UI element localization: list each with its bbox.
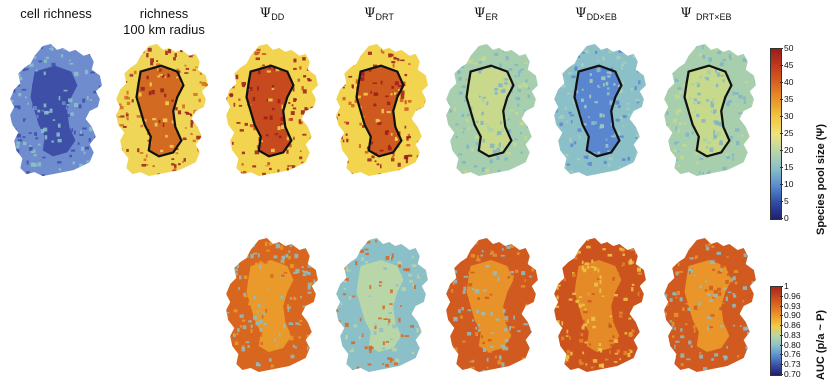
colorbar-species-pool-tick: 5 xyxy=(780,196,789,206)
map-top-drteb xyxy=(664,43,756,177)
colorbar-species-pool-tick: 45 xyxy=(779,60,794,70)
colorbar-species-pool-label: Species pool size (Ψ) xyxy=(815,124,827,235)
map-top-ddeb xyxy=(554,43,646,177)
colorbar-species-pool-tick: 50 xyxy=(779,43,794,53)
title-psi-er: ΨER xyxy=(474,6,498,22)
region-outline xyxy=(245,64,295,158)
map-bottom-dd xyxy=(226,238,318,372)
colorbar-species-pool xyxy=(770,48,782,220)
colorbar-species-pool-tick: 30 xyxy=(779,111,794,121)
colorbar-auc-tick: 0.76 xyxy=(780,349,801,360)
title-psi-dd-eb: ΨDD×EB xyxy=(575,6,617,22)
colorbar-auc-tick: 0.80 xyxy=(780,339,801,350)
title-cell-richness: cell richness xyxy=(20,6,92,21)
title-psi-drt-eb: Ψ DRT×EB xyxy=(680,6,732,22)
region-outline xyxy=(355,64,405,158)
map-bottom-ddeb xyxy=(554,238,646,372)
colorbar-auc-tick: 0.83 xyxy=(780,329,801,340)
region-outline xyxy=(135,64,185,158)
colorbar-species-pool-tick: 40 xyxy=(779,77,794,87)
colorbar-auc-tick: 0.73 xyxy=(780,359,801,370)
colorbar-auc-tick: 0.86 xyxy=(780,320,801,331)
colorbar-auc-tick: 0.96 xyxy=(780,290,801,301)
map-top-dd xyxy=(226,43,318,177)
region-outline xyxy=(465,64,515,158)
region-outline xyxy=(573,64,623,158)
colorbar-species-pool-tick: 25 xyxy=(779,128,794,138)
map-top-r100 xyxy=(116,43,208,177)
colorbar-auc-tick: 0.93 xyxy=(780,300,801,311)
colorbar-auc xyxy=(770,286,782,376)
title-psi-drt: ΨDRT xyxy=(364,6,394,22)
map-bottom-drteb xyxy=(664,238,756,372)
title-richness-100km: richness 100 km radius xyxy=(123,6,205,37)
map-top-drt xyxy=(336,43,428,177)
region-outline xyxy=(683,64,733,158)
map-bottom-drt xyxy=(336,238,428,372)
colorbar-species-pool-tick: 20 xyxy=(779,145,794,155)
colorbar-species-pool-tick: 0 xyxy=(780,213,789,223)
colorbar-species-pool-tick: 10 xyxy=(779,179,794,189)
colorbar-species-pool-tick: 35 xyxy=(779,94,794,104)
title-psi-dd: ΨDD xyxy=(259,6,285,22)
map-top-er xyxy=(446,43,538,177)
map-bottom-er xyxy=(446,238,538,372)
colorbar-auc-tick: 0.70 xyxy=(780,369,801,379)
colorbar-species-pool-tick: 15 xyxy=(779,162,794,172)
colorbar-auc-tick: 1 xyxy=(780,281,789,291)
colorbar-auc-tick: 0.90 xyxy=(780,310,801,321)
colorbar-auc-label: AUC (p/a ~ P) xyxy=(815,310,827,380)
map-top-cell xyxy=(10,43,102,177)
